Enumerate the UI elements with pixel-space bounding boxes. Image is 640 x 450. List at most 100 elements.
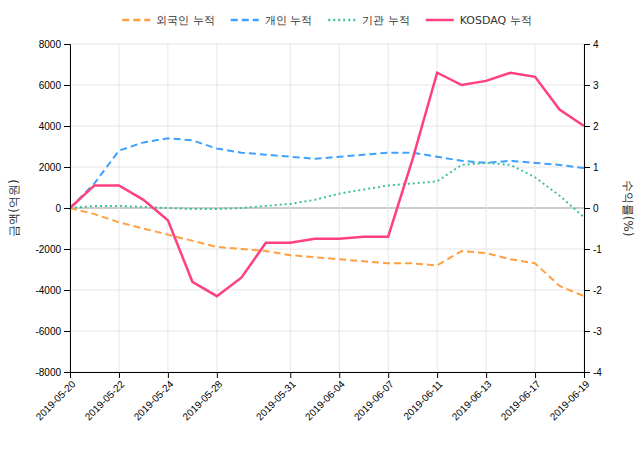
tick: -2000 [35,244,70,255]
grid-line-x [486,44,487,372]
legend-swatch [231,19,259,22]
tick: 0 [584,203,599,214]
tick-mark [388,372,389,378]
tick-label: -6000 [35,326,61,337]
series-line [70,138,584,208]
tick-label: 2019-06-07 [352,378,396,422]
axis-line [71,373,585,379]
tick-mark [64,85,70,86]
tick-label: 2019-06-17 [499,378,543,422]
tick-label: 0 [593,203,599,214]
grid-line-y [70,44,584,45]
tick-label: 2 [593,121,599,132]
grid-line-x [216,44,217,372]
tick: 2019-05-28 [180,372,224,422]
grid-line-x [118,44,119,372]
tick: 2019-05-31 [254,372,298,422]
axis-line [585,45,591,373]
tick-label: 1 [593,162,599,173]
tick-label: 4000 [39,121,62,132]
tick-label: 2019-06-19 [548,378,592,422]
tick-label: 6000 [39,80,62,91]
tick-mark [535,372,536,378]
grid-line-y [70,249,584,250]
grid-line-y [70,126,584,127]
plot: 2019-05-202019-05-222019-05-242019-05-28… [7,39,635,423]
legend-label: 개인 누적 [265,14,313,27]
tick: -6000 [35,326,70,337]
tick-mark [64,44,70,45]
grid-line-y [70,85,584,86]
legend-label: KOSDAQ 누적 [460,14,532,27]
tick: 2019-05-22 [83,372,127,422]
grid-line-x [167,44,168,372]
tick: -1 [584,244,602,255]
y-axis: -8000 -6000 -4000 -2000 0 2000 4000 6000 8000 [35,39,70,378]
legend-swatch [426,19,454,22]
tick: -8000 [35,367,70,378]
legend-swatch [122,19,150,22]
tick: 3 [584,80,599,91]
tick-mark [486,372,487,378]
chart: 2019-05-202019-05-222019-05-242019-05-28… [0,0,640,450]
tick-mark [64,249,70,250]
grid-line-x [339,44,340,372]
axis-line [64,45,71,373]
legend-item: KOSDAQ 누적 [426,14,532,27]
tick: -2 [584,285,602,296]
tick-label: 2000 [39,162,62,173]
series-line [70,73,584,296]
tick-mark [64,331,70,332]
tick-mark [64,208,70,209]
tick: 1 [584,162,599,173]
grid-line-y [70,167,584,168]
tick: 2 [584,121,599,132]
y2-axis-title: 수익률(%) [621,180,635,237]
tick-mark [64,126,70,127]
tick: -4000 [35,285,70,296]
tick: 2019-05-20 [34,372,78,422]
tick-label: -4 [593,367,602,378]
legend-item: 개인 누적 [231,14,313,27]
tick-mark [584,249,590,250]
y-axis-title: 금액(억원) [7,179,21,236]
tick-mark [437,372,438,378]
tick-mark [584,167,590,168]
tick-label: 2019-06-11 [401,378,445,422]
series-line [70,163,584,217]
tick-label: -1 [593,244,602,255]
tick: -3 [584,326,602,337]
legend: 외국인 누적개인 누적기관 누적KOSDAQ 누적 [122,14,532,27]
tick-label: -4000 [35,285,61,296]
tick-mark [217,372,218,378]
tick: 6000 [39,80,70,91]
grid-line-x [290,44,291,372]
tick-label: 0 [55,203,61,214]
tick-mark [119,372,120,378]
tick-mark [339,372,340,378]
tick: 4000 [39,121,70,132]
tick-label: 2019-06-04 [303,378,347,422]
grid-line-x [388,44,389,372]
tick-label: -2000 [35,244,61,255]
tick-mark [584,290,590,291]
tick: 2019-05-24 [132,372,176,422]
tick: 8000 [39,39,70,50]
tick-label: 2019-05-22 [83,378,127,422]
tick: 2019-06-04 [303,372,347,422]
legend-swatch [328,19,356,22]
tick-mark [64,372,70,373]
tick-label: 4 [593,39,599,50]
tick-mark [584,126,590,127]
grid-line-y [70,290,584,291]
tick-label: -2 [593,285,602,296]
legend-item: 기관 누적 [328,14,410,27]
tick-label: -3 [593,326,602,337]
tick-label: 2019-05-20 [34,378,78,422]
legend-label: 기관 누적 [362,14,410,27]
tick: 4 [584,39,599,50]
grid-line-x [535,44,536,372]
grid [70,44,584,372]
tick-label: 2019-05-28 [180,378,224,422]
tick-mark [64,167,70,168]
